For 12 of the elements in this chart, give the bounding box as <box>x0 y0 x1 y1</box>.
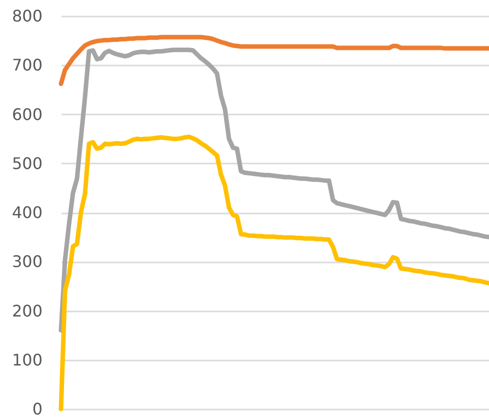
y-tick-label: 700 <box>12 56 42 75</box>
y-tick-label: 100 <box>12 350 42 370</box>
y-tick-label: 600 <box>12 104 42 124</box>
y-tick-label: 300 <box>12 252 42 272</box>
line-series <box>58 34 489 86</box>
y-tick-label: 200 <box>12 301 42 320</box>
y-tick-label: 400 <box>12 203 42 222</box>
y-tick-label: 500 <box>12 154 42 173</box>
line-series <box>58 48 489 333</box>
y-tick-label: 800 <box>12 6 42 26</box>
line-series <box>58 134 489 412</box>
y-tick-label: 0 <box>32 400 42 418</box>
